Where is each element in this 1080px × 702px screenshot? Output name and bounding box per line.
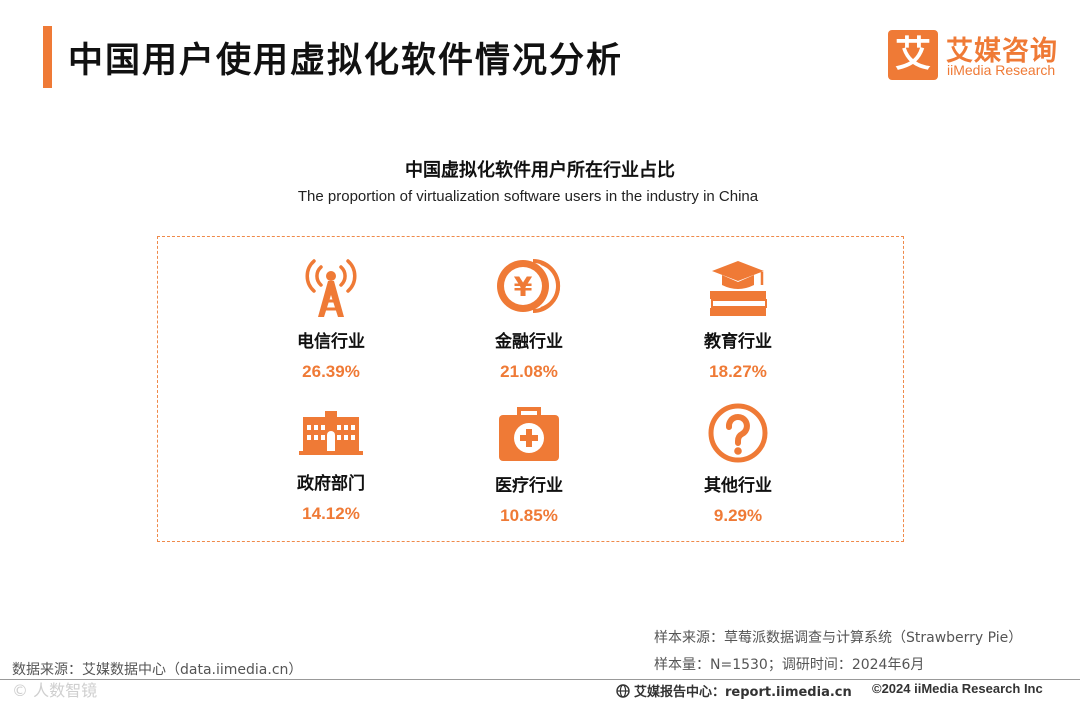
industry-item-telecom: 电信行业 26.39% <box>251 255 411 382</box>
copyright: ©2024 iiMedia Research Inc <box>872 681 1043 696</box>
industry-value: 10.85% <box>500 506 558 525</box>
industry-value: 21.08% <box>500 362 558 381</box>
industry-value: 9.29% <box>713 506 763 525</box>
industry-item-other: 其他行业 9.29% <box>658 403 818 526</box>
graduation-book-icon <box>710 261 767 316</box>
sample-size-note: 样本量：N=1530；调研时间：2024年6月 <box>654 657 925 673</box>
globe-icon <box>616 683 630 698</box>
industry-item-government: 政府部门 14.12% <box>251 405 411 524</box>
question-circle-icon <box>708 403 768 463</box>
report-center-text: 艾媒报告中心：report.iimedia.cn <box>634 685 852 700</box>
industry-label: 金融行业 <box>495 332 563 352</box>
data-source-note: 数据来源：艾媒数据中心（data.iimedia.cn） <box>12 662 303 678</box>
coin-icon: ¥ <box>497 259 561 313</box>
sample-source-note: 样本来源：草莓派数据调查与计算系统（Strawberry Pie） <box>654 630 1023 646</box>
government-building-icon <box>299 411 363 455</box>
industry-panel: 电信行业 26.39% ¥ 金融行业 21.08% 教育行业 18.27% <box>157 236 904 542</box>
chart-subtitle: The proportion of virtualization softwar… <box>297 188 759 205</box>
page-title: 中国用户使用虚拟化软件情况分析 <box>68 41 624 81</box>
industry-label: 医疗行业 <box>495 476 563 496</box>
industry-item-finance: ¥ 金融行业 21.08% <box>449 255 609 382</box>
iimedia-logo: 艾 艾媒咨询 iiMedia Research <box>888 30 1068 82</box>
industry-label: 教育行业 <box>704 332 772 352</box>
industry-item-education: 教育行业 18.27% <box>658 255 818 382</box>
chart-title: 中国虚拟化软件用户所在行业占比 <box>405 160 675 181</box>
report-center: 艾媒报告中心：report.iimedia.cn <box>616 681 852 700</box>
industry-label: 其他行业 <box>704 476 772 496</box>
logo-mark: 艾 <box>888 30 938 80</box>
svg-text:¥: ¥ <box>514 272 533 303</box>
title-accent-bar <box>43 26 52 88</box>
industry-value: 14.12% <box>302 504 360 523</box>
logo-text-en: iiMedia Research <box>947 62 1056 78</box>
watermark: © 人数智镜 <box>12 681 98 700</box>
industry-label: 电信行业 <box>297 332 365 352</box>
logo-text-cn: 艾媒咨询 <box>946 36 1058 67</box>
industry-value: 18.27% <box>709 362 767 381</box>
industry-label: 政府部门 <box>297 474 365 494</box>
medical-kit-icon <box>499 407 559 461</box>
radio-tower-icon <box>305 259 357 317</box>
footer-divider <box>0 679 1080 680</box>
industry-item-medical: 医疗行业 10.85% <box>449 403 609 526</box>
industry-value: 26.39% <box>302 362 360 381</box>
